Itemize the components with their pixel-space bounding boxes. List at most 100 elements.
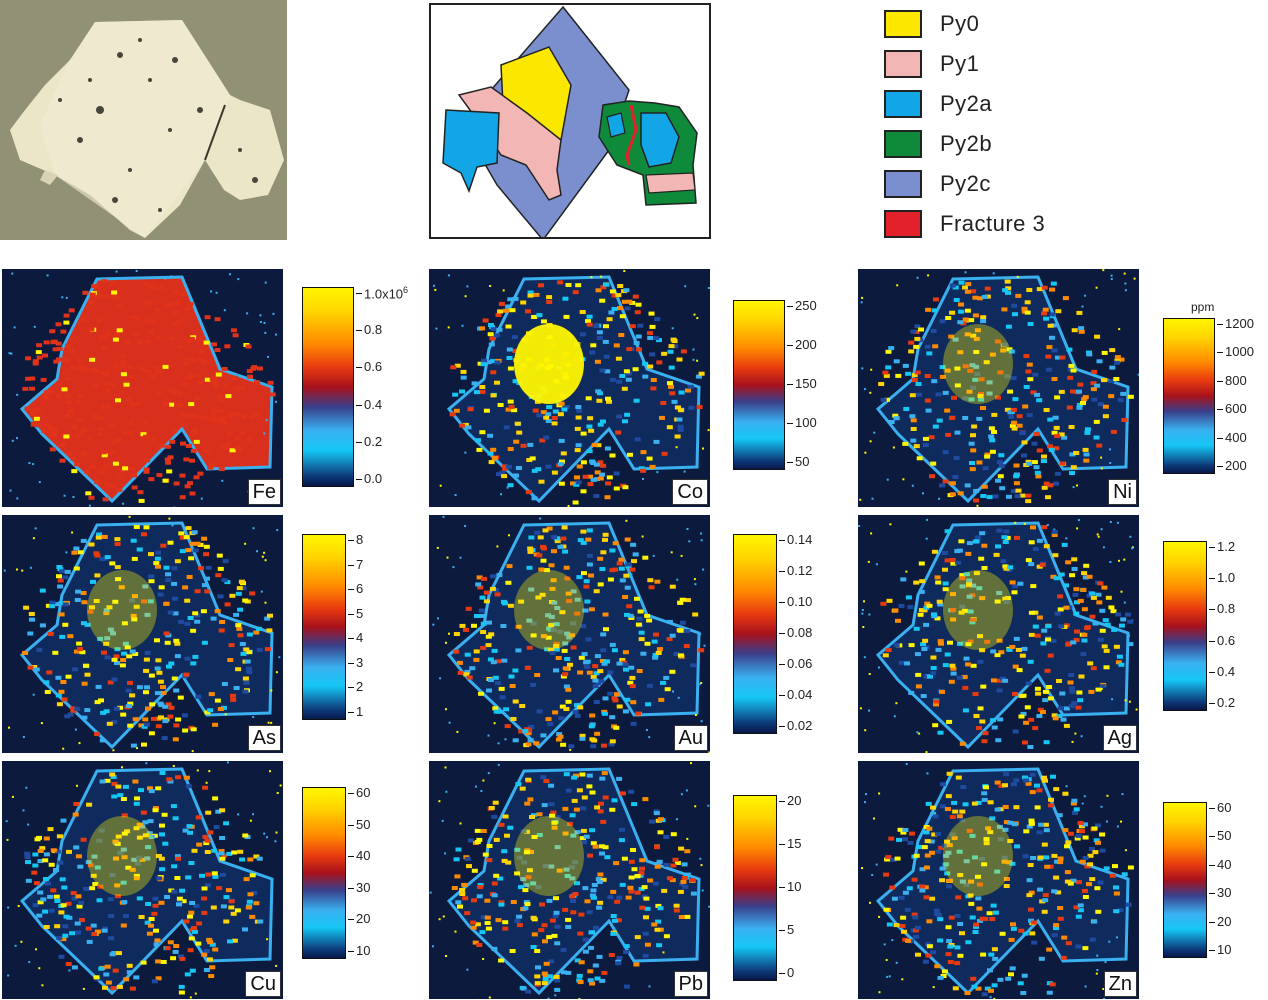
element-label: As (247, 725, 281, 751)
colorbar-tick-label: 0.2 (1208, 695, 1236, 710)
element-label: Ag (1102, 725, 1137, 751)
legend-swatch (884, 90, 922, 118)
legend-item-py2c: Py2c (884, 170, 1184, 204)
colorbar-tick-label: 0.10 (778, 594, 813, 609)
colorbar-tick-label: 1.0 (1208, 570, 1236, 586)
colorbar-tick-label: 20 (778, 793, 802, 808)
legend-label: Py0 (940, 11, 980, 36)
colorbar-tick-label: 0.08 (778, 625, 813, 640)
colorbar-tick-label: 30 (347, 879, 371, 895)
colorbar-tick-label: 8 (347, 532, 364, 547)
legend-swatch (884, 210, 922, 238)
legend-swatch (884, 170, 922, 198)
colorbar-tick-label: 2 (347, 679, 364, 695)
colorbar-tick-label: 60 (1208, 800, 1232, 815)
colorbar-gradient (302, 287, 354, 487)
colorbar-tick-label: 600 (1217, 401, 1247, 417)
colorbar-tick-label: 50 (347, 816, 371, 832)
colorbar-tick-label: 1000 (1217, 344, 1254, 360)
colorbar-tick-label: 0.12 (778, 563, 813, 578)
colorbar-tick-label: 150 (787, 376, 817, 391)
element-label: Au (673, 725, 708, 751)
colorbar-tick-label: 15 (778, 836, 802, 851)
colorbar-tick-label: 7 (347, 556, 364, 572)
colorbar-tick-label: 40 (1208, 856, 1232, 872)
element-map-fe: Fe (2, 269, 283, 507)
colorbar-tick-label: 1200 (1217, 316, 1254, 331)
element-label: Co (672, 479, 708, 505)
colorbar-unit: ppm (1191, 300, 1215, 314)
pyrite-generation-sketch (429, 3, 711, 242)
colorbar-tick-label: 0.4 (1208, 663, 1236, 679)
legend-item-py0: Py0 (884, 10, 1184, 44)
element-label: Ni (1108, 479, 1137, 505)
colorbar-gradient (1163, 541, 1207, 711)
legend-label: Fracture 3 (940, 211, 1046, 236)
colorbar-gradient (733, 534, 777, 734)
colorbar-tick-label: 250 (787, 298, 817, 313)
colorbar-tick-label: 0.8 (355, 322, 383, 338)
element-label: Cu (245, 971, 281, 997)
element-label: Fe (247, 479, 281, 505)
colorbar-tick-label: 0 (778, 965, 795, 980)
colorbar-tick-label: 0.14 (778, 532, 813, 547)
element-map-ni: Ni (858, 269, 1139, 507)
element-map-au: Au (429, 515, 710, 753)
legend-item-py2a: Py2a (884, 90, 1184, 124)
legend-item-fracture-3: Fracture 3 (884, 210, 1184, 244)
colorbar-tick-label: 0.4 (355, 396, 383, 412)
element-map-pb: Pb (429, 761, 710, 999)
element-map-co: Co (429, 269, 710, 507)
colorbar-tick-label: 0.04 (778, 687, 813, 702)
colorbar-tick-label: 200 (1217, 458, 1247, 473)
legend-label: Py2a (940, 91, 993, 116)
colorbar-tick-label: 20 (1208, 913, 1232, 929)
element-label: Zn (1103, 971, 1137, 997)
colorbar-tick-label: 1.0x106 (355, 285, 409, 302)
legend-item-py1: Py1 (884, 50, 1184, 84)
colorbar-tick-label: 40 (347, 848, 371, 864)
element-map-ag: Ag (858, 515, 1139, 753)
colorbar-tick-label: 200 (787, 337, 817, 352)
element-map-zn: Zn (858, 761, 1139, 999)
colorbar-tick-label: 10 (347, 943, 371, 958)
colorbar-tick-label: 5 (778, 922, 795, 937)
colorbar-tick-label: 20 (347, 911, 371, 927)
colorbar-tick-label: 0.8 (1208, 601, 1236, 617)
exponent: 6 (403, 285, 409, 295)
colorbar-gradient (733, 795, 777, 981)
colorbar-tick-label: 800 (1217, 372, 1247, 388)
colorbar-tick-label: 50 (1208, 828, 1232, 844)
legend-item-py2b: Py2b (884, 130, 1184, 164)
legend-label: Py1 (940, 51, 980, 76)
colorbar-gradient (1163, 802, 1207, 958)
element-map-as: As (2, 515, 283, 753)
colorbar-tick-label: 5 (347, 605, 364, 621)
colorbar-tick-label: 100 (787, 415, 817, 430)
element-label: Pb (673, 971, 708, 997)
colorbar-tick-label: 400 (1217, 429, 1247, 445)
colorbar-tick-label: 1 (347, 704, 364, 719)
reflected-light-photo (0, 0, 287, 240)
colorbar-tick-label: 6 (347, 581, 364, 597)
colorbar-gradient (302, 787, 346, 959)
legend-label: Py2b (940, 131, 993, 156)
colorbar-tick-label: 0.0 (355, 471, 383, 486)
colorbar-tick-label: 0.6 (355, 359, 383, 375)
legend-label: Py2c (940, 171, 991, 196)
colorbar-gradient (302, 534, 346, 720)
colorbar-tick-label: 10 (1208, 942, 1232, 957)
colorbar-tick-label: 0.2 (355, 433, 383, 449)
colorbar-tick-label: 50 (786, 454, 810, 469)
element-map-cu: Cu (2, 761, 283, 999)
colorbar-tick-label: 1.2 (1208, 539, 1236, 554)
legend-swatch (884, 50, 922, 78)
colorbar-tick-label: 0.06 (778, 656, 813, 671)
legend-swatch (884, 130, 922, 158)
colorbar-tick-label: 0.02 (778, 718, 813, 733)
colorbar-tick-label: 4 (347, 630, 364, 646)
colorbar-tick-label: 0.6 (1208, 632, 1236, 648)
colorbar-gradient (733, 300, 785, 470)
legend-swatch (884, 10, 922, 38)
colorbar-gradient (1163, 318, 1215, 474)
